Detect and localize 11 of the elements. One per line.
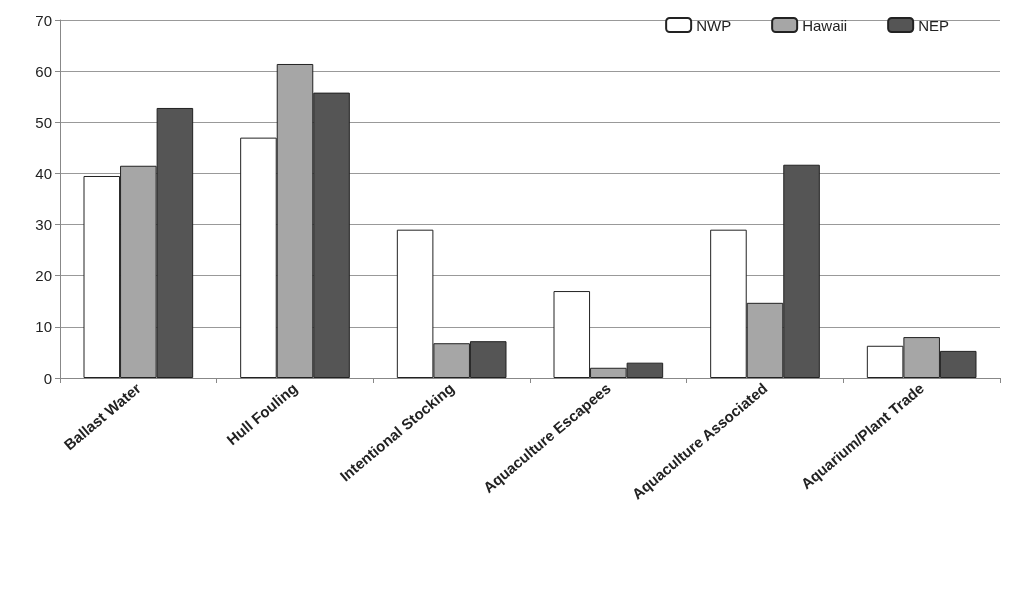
y-tick-label: 50	[35, 113, 52, 131]
y-tick-label: 30	[35, 216, 52, 234]
y-tick-label: 70	[35, 11, 52, 29]
legend-label: NWP	[696, 16, 732, 34]
y-tick-label: 60	[35, 62, 52, 80]
legend-label: Hawaii	[802, 16, 848, 34]
y-tick-label: 20	[35, 267, 52, 285]
y-tick-label: 10	[35, 318, 52, 336]
y-tick-label: 40	[35, 164, 52, 182]
legend-label: NEP	[918, 16, 949, 34]
y-tick-label: 0	[43, 369, 52, 387]
